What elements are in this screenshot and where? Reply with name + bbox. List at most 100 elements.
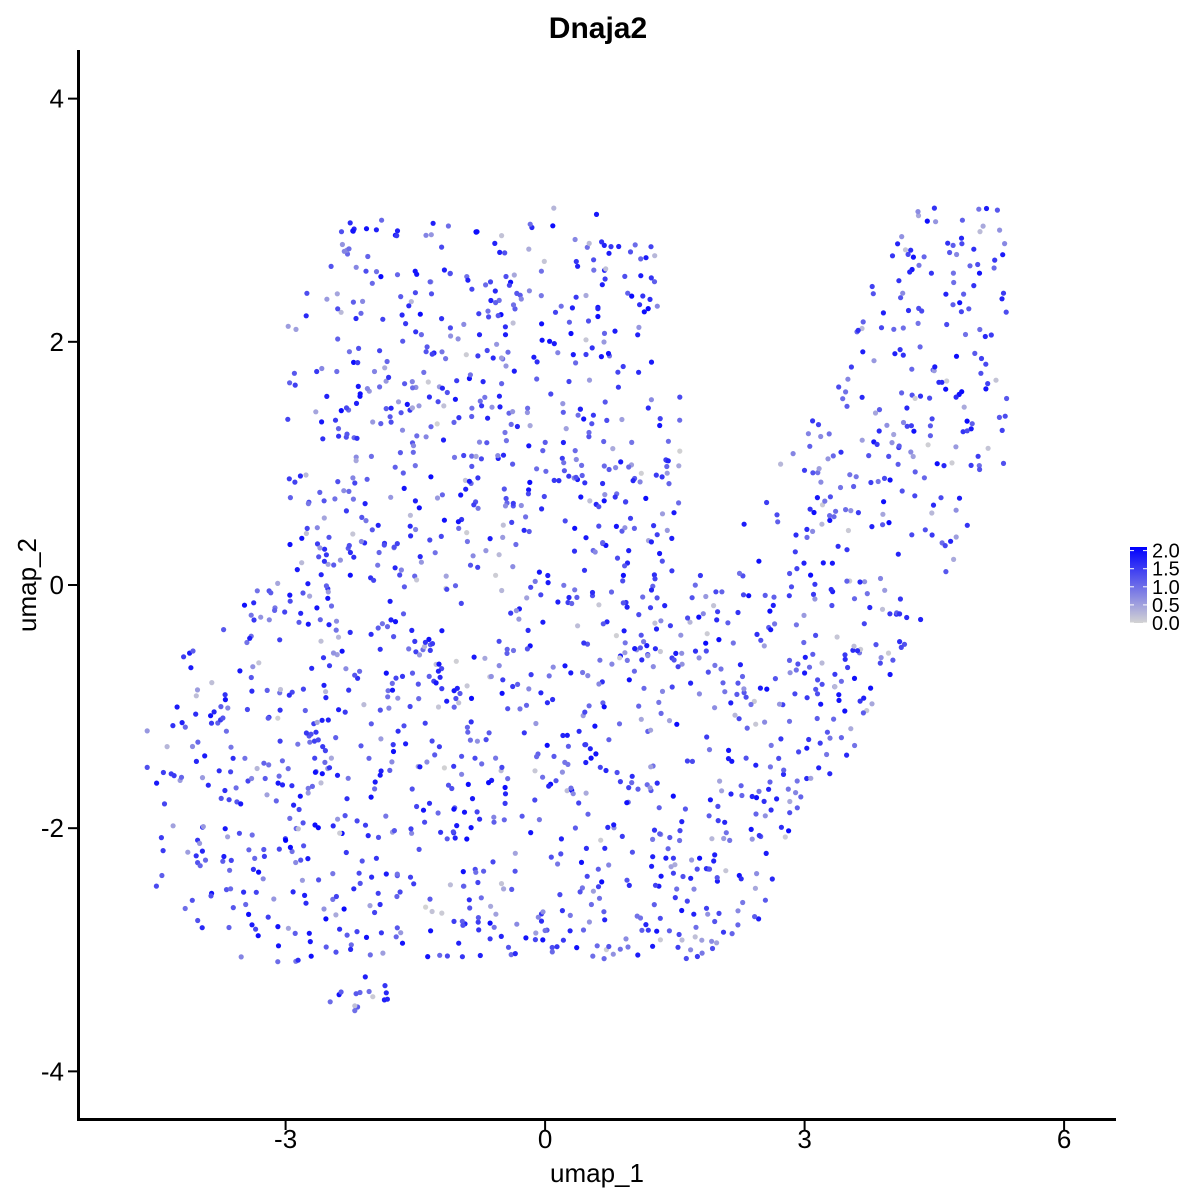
data-point bbox=[467, 905, 473, 911]
data-point bbox=[335, 634, 342, 640]
data-point bbox=[486, 780, 492, 786]
data-point bbox=[464, 724, 470, 730]
data-point bbox=[398, 410, 404, 416]
data-point bbox=[193, 758, 199, 765]
data-point bbox=[851, 596, 858, 602]
data-point bbox=[337, 557, 343, 563]
data-point bbox=[842, 708, 848, 714]
data-point bbox=[645, 405, 651, 411]
data-point bbox=[550, 696, 556, 703]
data-point bbox=[579, 885, 586, 891]
data-point bbox=[502, 800, 508, 807]
data-point bbox=[337, 926, 343, 932]
data-point bbox=[336, 707, 342, 713]
data-point bbox=[794, 566, 800, 572]
data-point bbox=[194, 687, 201, 693]
data-point bbox=[379, 217, 385, 223]
data-point bbox=[741, 686, 747, 692]
colorbar-legend: 0.00.51.01.52.0 bbox=[1130, 541, 1180, 635]
data-point bbox=[560, 401, 566, 407]
data-point bbox=[1000, 290, 1007, 296]
data-point bbox=[352, 672, 358, 678]
data-point bbox=[921, 254, 927, 260]
data-point bbox=[533, 720, 539, 727]
data-point bbox=[667, 623, 674, 629]
data-point bbox=[208, 893, 214, 899]
data-point bbox=[348, 942, 354, 948]
data-point bbox=[287, 495, 293, 501]
data-point bbox=[620, 363, 626, 370]
data-point bbox=[833, 508, 839, 514]
data-point bbox=[804, 534, 810, 541]
data-point bbox=[241, 602, 248, 608]
data-point bbox=[352, 1003, 358, 1009]
data-point bbox=[953, 534, 959, 540]
data-point bbox=[546, 783, 552, 789]
data-point bbox=[488, 297, 494, 304]
data-point bbox=[651, 827, 658, 833]
data-point bbox=[460, 883, 467, 889]
data-point bbox=[365, 833, 371, 839]
data-point bbox=[367, 952, 373, 958]
data-point bbox=[423, 904, 429, 910]
data-point bbox=[413, 526, 419, 533]
data-point bbox=[314, 541, 321, 547]
data-point bbox=[451, 454, 458, 460]
data-point bbox=[228, 857, 234, 864]
data-point bbox=[533, 930, 539, 936]
data-point bbox=[915, 213, 922, 219]
data-point bbox=[279, 758, 285, 764]
data-point bbox=[851, 643, 857, 649]
data-point bbox=[829, 602, 835, 609]
data-point bbox=[591, 267, 597, 273]
data-point bbox=[189, 897, 195, 903]
data-point bbox=[985, 381, 991, 387]
data-point bbox=[313, 729, 319, 735]
data-point bbox=[762, 897, 769, 903]
data-point bbox=[298, 857, 304, 863]
data-point bbox=[218, 704, 224, 710]
data-point bbox=[454, 378, 460, 384]
data-point bbox=[335, 816, 341, 822]
data-point bbox=[468, 719, 474, 725]
data-point bbox=[601, 498, 607, 504]
data-point bbox=[658, 710, 664, 717]
data-point bbox=[969, 421, 975, 427]
data-point bbox=[855, 327, 861, 333]
data-point bbox=[586, 377, 593, 383]
data-point bbox=[519, 813, 525, 819]
data-point bbox=[585, 673, 591, 679]
data-point bbox=[767, 764, 774, 770]
data-point bbox=[444, 953, 450, 959]
data-point bbox=[697, 572, 704, 579]
data-point bbox=[220, 858, 226, 864]
data-point bbox=[330, 871, 336, 877]
data-point bbox=[573, 294, 579, 300]
data-point bbox=[824, 751, 830, 758]
data-point bbox=[299, 560, 305, 566]
data-point bbox=[679, 819, 685, 825]
data-point bbox=[586, 703, 592, 709]
data-point bbox=[629, 293, 635, 299]
data-point bbox=[412, 498, 418, 504]
data-point bbox=[924, 218, 930, 224]
data-point bbox=[249, 775, 255, 782]
data-point bbox=[454, 823, 460, 829]
data-point bbox=[824, 729, 831, 735]
data-point bbox=[382, 365, 388, 371]
data-point bbox=[287, 844, 293, 851]
data-point bbox=[552, 309, 559, 315]
data-point bbox=[509, 409, 516, 415]
data-point bbox=[459, 753, 465, 759]
data-point bbox=[861, 695, 867, 701]
data-point bbox=[626, 464, 632, 470]
data-point bbox=[253, 926, 259, 932]
data-point bbox=[736, 570, 743, 577]
data-point bbox=[624, 657, 630, 664]
data-point bbox=[860, 319, 866, 325]
data-point bbox=[502, 791, 509, 797]
data-point bbox=[560, 439, 567, 446]
data-point bbox=[904, 405, 910, 411]
data-point bbox=[451, 918, 457, 925]
data-point bbox=[703, 905, 710, 911]
